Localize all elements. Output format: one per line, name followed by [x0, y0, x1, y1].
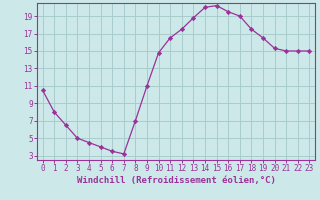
X-axis label: Windchill (Refroidissement éolien,°C): Windchill (Refroidissement éolien,°C): [76, 176, 276, 185]
